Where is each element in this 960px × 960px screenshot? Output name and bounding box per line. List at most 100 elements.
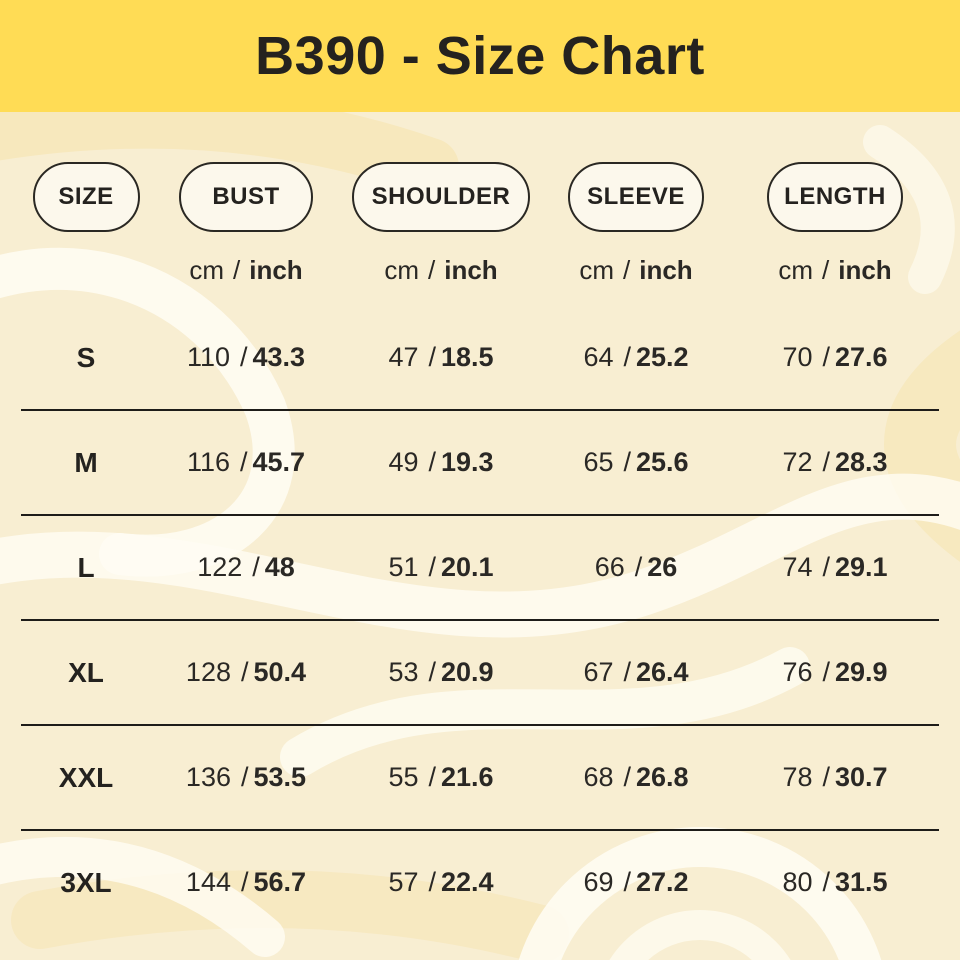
header-band: B390 - Size Chart bbox=[0, 0, 960, 112]
column-label-size: SIZE bbox=[58, 183, 114, 210]
table-row-xxl: XXL 136 / 53.5 55 / 21.6 68 / 26.8 78 bbox=[21, 726, 939, 831]
table-row-3xl: 3XL 144 / 56.7 57 / 22.4 69 / 27.2 80 bbox=[21, 831, 939, 934]
cm-value: 66 bbox=[594, 552, 625, 582]
value-separator: / bbox=[240, 867, 249, 897]
column-label-sleeve: SLEEVE bbox=[587, 183, 685, 210]
cm-value: 72 bbox=[782, 447, 813, 477]
cm-value: 49 bbox=[388, 447, 419, 477]
inch-value: 26.4 bbox=[636, 657, 689, 687]
unit-separator: / bbox=[427, 254, 436, 285]
value-separator: / bbox=[428, 657, 436, 687]
cm-value: 67 bbox=[583, 657, 614, 687]
table-row-m: M 116 / 45.7 49 / 19.3 65 / 25.6 72 bbox=[21, 411, 939, 516]
shoulder-value: 51 / 20.1 bbox=[341, 552, 541, 583]
cm-value: 65 bbox=[583, 447, 614, 477]
column-pill-length: LENGTH bbox=[767, 162, 903, 232]
bust-value: 144 / 56.7 bbox=[151, 867, 341, 898]
length-value: 78 / 30.7 bbox=[731, 762, 939, 793]
size-label: XXL bbox=[58, 761, 114, 793]
inch-value: 45.7 bbox=[252, 447, 306, 477]
column-label-bust: BUST bbox=[212, 183, 280, 210]
shoulder-value: 55 / 21.6 bbox=[341, 762, 541, 793]
inch-value: 29.9 bbox=[835, 657, 888, 687]
inch-value: 25.6 bbox=[636, 447, 689, 477]
value-separator: / bbox=[822, 762, 830, 792]
cm-value: 78 bbox=[782, 762, 813, 792]
units-cell-shoulder: cm / inch bbox=[341, 255, 541, 286]
inch-value: 20.1 bbox=[441, 552, 494, 582]
cm-value: 110 bbox=[186, 342, 230, 372]
column-pill-sleeve: SLEEVE bbox=[568, 162, 704, 232]
value-separator: / bbox=[623, 657, 631, 687]
length-value: 74 / 29.1 bbox=[731, 552, 939, 583]
unit-label-cm: cm bbox=[189, 254, 224, 285]
inch-value: 28.3 bbox=[835, 447, 888, 477]
cm-value: 116 bbox=[186, 447, 230, 477]
unit-separator: / bbox=[232, 254, 241, 285]
shoulder-value: 49 / 19.3 bbox=[341, 447, 541, 478]
value-separator: / bbox=[240, 762, 249, 792]
value-separator: / bbox=[634, 552, 643, 582]
sleeve-value: 64 / 25.2 bbox=[541, 342, 731, 373]
background-wave-pattern bbox=[0, 112, 960, 960]
inch-value: 27.2 bbox=[636, 867, 689, 897]
table-row-s: S 110 / 43.3 47 / 18.5 64 / 25.2 70 bbox=[21, 306, 939, 411]
cm-value: 128 bbox=[185, 657, 231, 687]
inch-value: 19.3 bbox=[441, 447, 494, 477]
sleeve-value: 67 / 26.4 bbox=[541, 657, 731, 688]
shoulder-value: 57 / 22.4 bbox=[341, 867, 541, 898]
value-separator: / bbox=[822, 867, 830, 897]
size-label: XL bbox=[68, 656, 104, 688]
column-pill-shoulder: SHOULDER bbox=[352, 162, 530, 232]
value-separator: / bbox=[623, 762, 631, 792]
inch-value: 48 bbox=[264, 552, 295, 582]
value-separator: / bbox=[428, 342, 436, 372]
inch-value: 50.4 bbox=[253, 657, 307, 687]
column-label-length: LENGTH bbox=[784, 183, 886, 210]
inch-value: 26.8 bbox=[636, 762, 689, 792]
size-table: SIZE BUST SHOULDER SLEEVE LENGTH bbox=[0, 160, 960, 934]
shoulder-value: 47 / 18.5 bbox=[341, 342, 541, 373]
cm-value: 80 bbox=[782, 867, 813, 897]
inch-value: 18.5 bbox=[441, 342, 494, 372]
inch-value: 31.5 bbox=[835, 867, 888, 897]
unit-label-cm: cm bbox=[778, 254, 813, 285]
cm-value: 69 bbox=[583, 867, 614, 897]
sleeve-value: 69 / 27.2 bbox=[541, 867, 731, 898]
bust-value: 136 / 53.5 bbox=[151, 762, 341, 793]
value-separator: / bbox=[822, 552, 830, 582]
unit-separator: / bbox=[821, 254, 830, 285]
column-header-row: SIZE BUST SHOULDER SLEEVE LENGTH bbox=[21, 160, 939, 234]
size-label: S bbox=[76, 341, 96, 373]
units-cell-bust: cm / inch bbox=[151, 255, 341, 286]
cm-value: 64 bbox=[583, 342, 614, 372]
size-label: 3XL bbox=[60, 866, 112, 898]
cm-value: 68 bbox=[583, 762, 614, 792]
value-separator: / bbox=[239, 342, 248, 372]
value-separator: / bbox=[623, 867, 631, 897]
sleeve-value: 66 / 26 bbox=[541, 552, 731, 583]
unit-label-inch: inch bbox=[444, 254, 498, 285]
value-separator: / bbox=[822, 447, 830, 477]
value-separator: / bbox=[623, 447, 631, 477]
cm-value: 57 bbox=[388, 867, 419, 897]
cm-value: 55 bbox=[388, 762, 419, 792]
cm-value: 70 bbox=[782, 342, 813, 372]
cm-value: 76 bbox=[782, 657, 813, 687]
cm-value: 74 bbox=[782, 552, 813, 582]
shoulder-value: 53 / 20.9 bbox=[341, 657, 541, 688]
bust-value: 110 / 43.3 bbox=[151, 342, 341, 373]
cm-value: 136 bbox=[185, 762, 231, 792]
unit-label-cm: cm bbox=[384, 254, 419, 285]
units-cell-length: cm / inch bbox=[731, 255, 939, 286]
unit-separator: / bbox=[622, 254, 631, 285]
value-separator: / bbox=[239, 447, 248, 477]
unit-label-inch: inch bbox=[838, 254, 892, 285]
unit-label-inch: inch bbox=[639, 254, 693, 285]
inch-value: 20.9 bbox=[441, 657, 494, 687]
value-separator: / bbox=[822, 342, 830, 372]
sleeve-value: 68 / 26.8 bbox=[541, 762, 731, 793]
inch-value: 29.1 bbox=[835, 552, 888, 582]
table-row-xl: XL 128 / 50.4 53 / 20.9 67 / 26.4 76 bbox=[21, 621, 939, 726]
value-separator: / bbox=[240, 657, 249, 687]
